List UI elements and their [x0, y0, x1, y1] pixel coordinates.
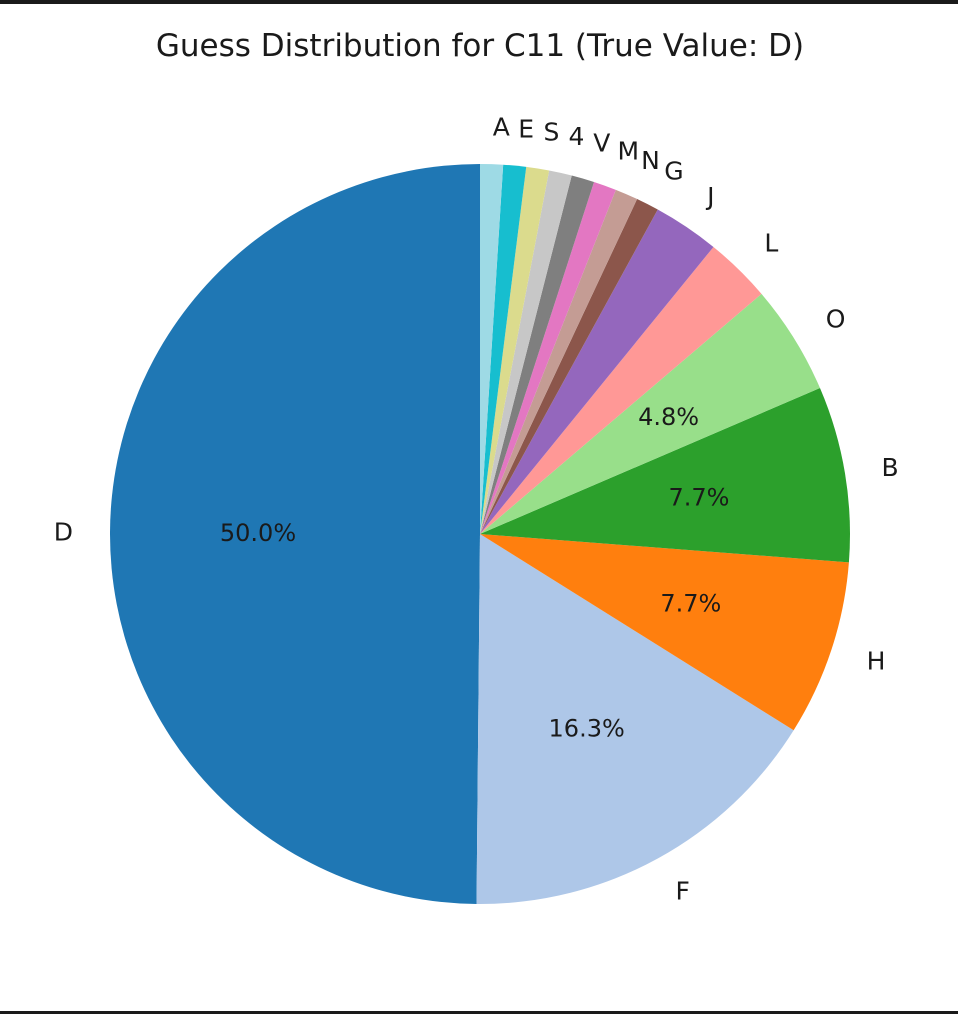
- pie-slice-j: [480, 209, 714, 534]
- percent-labels: 50.0% 16.3% 7.7% 7.7% 4.8%: [220, 403, 730, 743]
- pie-slice-e: [480, 164, 527, 534]
- slice-label-4: 4: [569, 122, 585, 151]
- slice-label-d: D: [54, 518, 73, 547]
- percent-label-o: 4.8%: [638, 403, 699, 431]
- pie-slices: [109, 164, 850, 904]
- chart-title: Guess Distribution for C11 (True Value: …: [156, 28, 804, 64]
- slice-label-a: A: [493, 113, 510, 142]
- pie-slice-g: [480, 199, 658, 535]
- slice-label-o: O: [826, 305, 846, 334]
- slice-label-l: L: [764, 228, 778, 257]
- percent-label-h: 7.7%: [660, 589, 721, 617]
- pie-slice-v: [480, 175, 595, 534]
- pie-chart: Guess Distribution for C11 (True Value: …: [54, 28, 899, 906]
- pie-slice-n: [480, 189, 638, 534]
- pie-slice-a: [480, 164, 504, 534]
- slice-label-f: F: [676, 876, 690, 905]
- pie-slice-o: [480, 293, 820, 534]
- pie-slice-f: [476, 534, 794, 904]
- slice-label-s: S: [543, 117, 559, 146]
- slice-label-e: E: [518, 114, 534, 143]
- pie-slice-d: [109, 164, 480, 904]
- slice-label-v: V: [593, 129, 610, 158]
- pie-slice-4: [480, 170, 572, 534]
- pie-slice-b: [480, 388, 850, 563]
- slice-label-m: M: [617, 136, 639, 165]
- slice-label-j: J: [705, 182, 714, 211]
- slice-label-h: H: [867, 647, 886, 676]
- slice-label-g: G: [664, 157, 683, 186]
- percent-label-d: 50.0%: [220, 519, 296, 547]
- percent-label-f: 16.3%: [549, 715, 625, 743]
- pie-slice-m: [480, 182, 616, 534]
- slice-label-b: B: [882, 453, 899, 482]
- slice-label-n: N: [641, 146, 660, 175]
- percent-label-b: 7.7%: [669, 484, 730, 512]
- pie-slice-h: [480, 534, 849, 731]
- pie-slice-s: [480, 166, 550, 535]
- pie-slice-l: [480, 246, 762, 535]
